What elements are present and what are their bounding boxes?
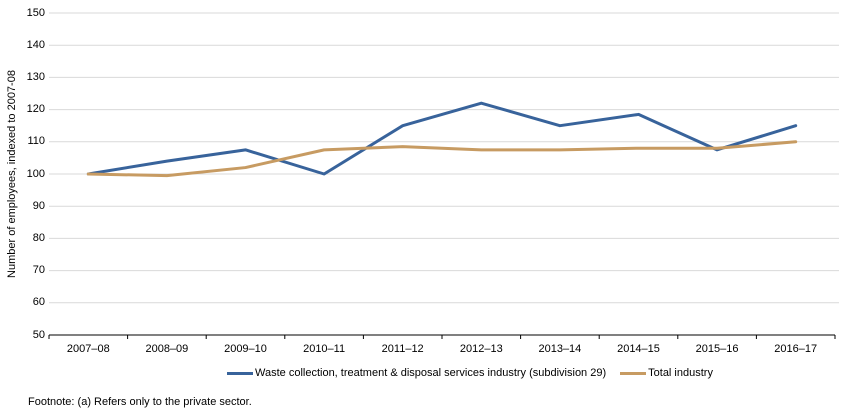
y-tick-label: 100 xyxy=(26,167,45,180)
legend-line-swatch-tan xyxy=(620,371,647,375)
y-tick-label: 120 xyxy=(26,103,45,116)
x-tick-label: 2010–11 xyxy=(303,343,346,355)
x-tick-label: 2011–12 xyxy=(381,343,424,355)
series-line-0 xyxy=(86,101,798,176)
legend-line-swatch-blue xyxy=(227,371,253,375)
footnote: Footnote: (a) Refers only to the private… xyxy=(28,396,252,408)
x-tick-label: 2007–08 xyxy=(66,343,110,355)
y-tick-label: 110 xyxy=(27,135,45,148)
y-tick-label: 150 xyxy=(26,6,45,19)
legend-item-total-industry: Total industry xyxy=(620,367,713,379)
y-tick-label: 70 xyxy=(32,264,45,277)
x-tick-label: 2013–14 xyxy=(538,343,582,355)
x-tick-label: 2015–16 xyxy=(695,343,739,355)
legend: Waste collection, treatment & disposal s… xyxy=(227,367,713,379)
y-axis-title: Number of employees, indexed to 2007-08 xyxy=(6,70,18,278)
x-axis xyxy=(48,334,836,339)
series-lines xyxy=(86,101,798,178)
y-tick-label: 80 xyxy=(32,231,45,244)
y-tick-label: 130 xyxy=(26,70,45,83)
legend-item-waste-industry: Waste collection, treatment & disposal s… xyxy=(227,367,606,379)
x-tick-label: 2009–10 xyxy=(224,343,267,355)
gridlines xyxy=(49,12,839,304)
x-tick-label: 2012–13 xyxy=(459,343,503,355)
series-line-1 xyxy=(86,140,798,178)
y-tick-label: 140 xyxy=(26,38,45,51)
y-tick-label: 50 xyxy=(32,328,45,341)
legend-label: Waste collection, treatment & disposal s… xyxy=(255,367,607,379)
x-tick-label: 2008–09 xyxy=(145,343,189,355)
y-tick-label: 60 xyxy=(32,296,45,309)
legend-label: Total industry xyxy=(648,367,713,379)
y-tick-label: 90 xyxy=(32,199,45,212)
x-tick-label: 2014–15 xyxy=(617,343,660,355)
x-tick-label: 2016–17 xyxy=(774,343,818,355)
